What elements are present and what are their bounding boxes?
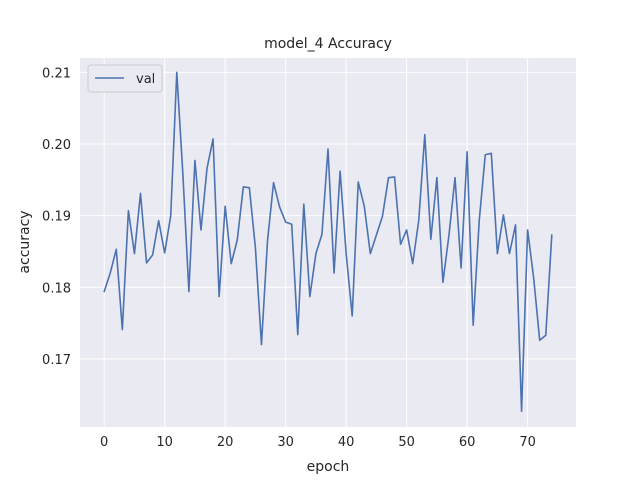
data-point (303, 203, 305, 205)
data-point (412, 263, 414, 265)
x-tick-label: 40 (338, 435, 355, 450)
data-point (527, 229, 529, 231)
data-point (176, 71, 178, 73)
x-tick-label: 0 (100, 435, 108, 450)
data-point (333, 272, 335, 274)
x-tick-label: 30 (277, 435, 294, 450)
data-point (134, 253, 136, 255)
data-point (545, 334, 547, 336)
data-point (442, 281, 444, 283)
data-point (230, 263, 232, 265)
y-tick-label: 0.17 (42, 353, 71, 368)
data-point (418, 220, 420, 222)
data-point (424, 134, 426, 136)
legend-label-val: val (136, 72, 155, 87)
data-point (261, 344, 263, 346)
x-tick-label: 20 (217, 435, 234, 450)
x-tick-label: 60 (459, 435, 476, 450)
data-point (394, 176, 396, 178)
data-point (121, 329, 123, 331)
data-point (248, 187, 250, 189)
y-tick-label: 0.18 (42, 281, 71, 296)
data-point (478, 220, 480, 222)
data-point (339, 170, 341, 172)
data-point (509, 253, 511, 255)
legend: val (87, 64, 163, 93)
data-point (152, 254, 154, 256)
data-point (267, 240, 269, 242)
y-tick-label: 0.19 (42, 210, 71, 225)
data-point (242, 186, 244, 188)
x-tick-label: 50 (398, 435, 415, 450)
data-point (291, 223, 293, 225)
data-point (115, 248, 117, 250)
data-point (109, 272, 111, 274)
data-point (206, 167, 208, 169)
x-axis-ticks: 0 10 20 30 40 50 60 70 (100, 435, 536, 450)
data-point (327, 148, 329, 150)
data-point (158, 220, 160, 222)
data-point (170, 215, 172, 217)
data-point (103, 291, 105, 293)
data-point (146, 262, 148, 264)
data-point (454, 177, 456, 179)
series-layer (103, 71, 553, 413)
data-point (224, 205, 226, 207)
data-point (321, 233, 323, 235)
data-point (140, 193, 142, 195)
x-tick-label: 10 (156, 435, 173, 450)
data-point (490, 152, 492, 154)
data-point (466, 151, 468, 153)
data-point (533, 277, 535, 279)
data-point (551, 234, 553, 236)
data-point (515, 224, 517, 226)
y-axis-label: accuracy (17, 210, 33, 273)
data-point (503, 214, 505, 216)
y-tick-label: 0.20 (42, 138, 71, 153)
data-point (484, 154, 486, 156)
data-point (345, 253, 347, 255)
data-point (388, 177, 390, 179)
data-point (200, 229, 202, 231)
data-point (194, 160, 196, 162)
data-point (236, 239, 238, 241)
data-point (448, 234, 450, 236)
data-point (212, 138, 214, 140)
data-point (382, 215, 384, 217)
data-point (460, 267, 462, 269)
data-point (472, 324, 474, 326)
data-point (400, 243, 402, 245)
data-point (430, 238, 432, 240)
data-point (369, 253, 371, 255)
data-point (375, 234, 377, 236)
series-line-val (103, 71, 553, 413)
data-point (218, 296, 220, 298)
y-tick-label: 0.21 (42, 66, 71, 81)
data-point (182, 172, 184, 174)
data-point (164, 252, 166, 254)
data-point (357, 181, 359, 183)
data-point (273, 182, 275, 184)
data-point (279, 206, 281, 208)
data-point (496, 253, 498, 255)
x-tick-label: 70 (519, 435, 536, 450)
data-point (255, 247, 257, 249)
data-point (406, 229, 408, 231)
data-point (315, 253, 317, 255)
data-point (309, 296, 311, 298)
data-point (188, 291, 190, 293)
x-axis-label: epoch (307, 459, 350, 475)
data-point (351, 315, 353, 317)
y-axis-ticks: 0.17 0.18 0.19 0.20 0.21 (42, 66, 71, 368)
data-point (521, 410, 523, 412)
data-point (363, 205, 365, 207)
legend-box (87, 64, 163, 93)
data-point (285, 221, 287, 223)
chart-title: model_4 Accuracy (264, 36, 392, 52)
data-point (539, 339, 541, 341)
data-point (436, 177, 438, 179)
data-point (127, 210, 129, 212)
data-point (297, 334, 299, 336)
